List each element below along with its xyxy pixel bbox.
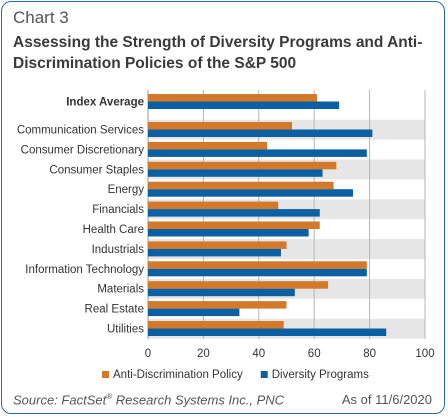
chart-number-label: Chart 3 bbox=[13, 8, 69, 27]
category-label-communication-services: Communication Services bbox=[17, 125, 144, 137]
as-of-date: As of 11/6/2020 bbox=[341, 392, 432, 407]
bar-real-estate-anti-discrimination-policy bbox=[148, 301, 287, 309]
bar-health-care-anti-discrimination-policy bbox=[148, 221, 320, 229]
x-tick-label-80: 80 bbox=[363, 348, 376, 360]
category-label-financials: Financials bbox=[92, 204, 144, 216]
bar-information-technology-diversity-programs bbox=[148, 268, 367, 277]
bar-industrials-diversity-programs bbox=[148, 248, 281, 257]
legend: Anti-Discrimination Policy Diversity Prog… bbox=[102, 369, 369, 381]
bar-consumer-staples-diversity-programs bbox=[148, 169, 323, 177]
x-tick-label-40: 40 bbox=[252, 348, 265, 360]
bar-energy-anti-discrimination-policy bbox=[148, 181, 334, 190]
bar-index-average-diversity-programs bbox=[148, 101, 340, 109]
bar-communication-services-diversity-programs bbox=[148, 129, 373, 137]
source-note: Source: FactSet® Research Systems Inc., … bbox=[13, 392, 284, 407]
legend-swatch-anti-discrimination-policy bbox=[102, 371, 109, 378]
x-tick-label-0: 0 bbox=[145, 348, 151, 360]
legend-label-anti-discrimination-policy: Anti-Discrimination Policy bbox=[113, 369, 243, 381]
bar-consumer-staples-anti-discrimination-policy bbox=[148, 161, 337, 170]
category-label-information-technology: Information Technology bbox=[25, 264, 144, 276]
source-suffix: Research Systems Inc., PNC bbox=[112, 392, 285, 408]
x-tick-label-60: 60 bbox=[308, 348, 321, 360]
bar-information-technology-anti-discrimination-policy bbox=[148, 261, 367, 269]
bar-real-estate-diversity-programs bbox=[148, 308, 240, 317]
bar-consumer-discretionary-anti-discrimination-policy bbox=[148, 141, 268, 150]
bar-financials-diversity-programs bbox=[148, 209, 320, 217]
x-tick-label-100: 100 bbox=[415, 348, 434, 360]
category-label-consumer-discretionary: Consumer Discretionary bbox=[21, 144, 145, 156]
category-label-index-average: Index Average bbox=[66, 97, 144, 109]
chart-title: Assessing the Strength of Diversity Prog… bbox=[13, 34, 423, 72]
category-label-consumer-staples: Consumer Staples bbox=[49, 164, 144, 176]
category-label-health-care: Health Care bbox=[83, 224, 144, 236]
category-label-materials: Materials bbox=[97, 284, 144, 296]
category-label-industrials: Industrials bbox=[92, 244, 145, 256]
bar-communication-services-anti-discrimination-policy bbox=[148, 122, 293, 130]
bar-chart: Index Average Communication Services Consu… bbox=[17, 90, 435, 381]
legend-swatch-diversity-programs bbox=[260, 371, 268, 378]
bar-health-care-diversity-programs bbox=[148, 229, 309, 237]
bar-energy-diversity-programs bbox=[148, 189, 353, 197]
bar-index-average-anti-discrimination-policy bbox=[148, 94, 317, 102]
bar-utilities-diversity-programs bbox=[148, 328, 387, 336]
bar-materials-anti-discrimination-policy bbox=[148, 281, 329, 289]
bar-utilities-anti-discrimination-policy bbox=[148, 321, 284, 329]
registered-mark: ® bbox=[106, 392, 113, 401]
x-axis-ticks: 0 20 40 60 80 100 bbox=[145, 348, 435, 360]
bar-financials-anti-discrimination-policy bbox=[148, 201, 279, 210]
source-prefix: Source: FactSet bbox=[13, 392, 107, 408]
bar-consumer-discretionary-diversity-programs bbox=[148, 149, 367, 157]
bars bbox=[148, 94, 387, 336]
category-label-utilities: Utilities bbox=[107, 324, 144, 336]
bar-materials-diversity-programs bbox=[148, 288, 295, 297]
bar-industrials-anti-discrimination-policy bbox=[148, 241, 287, 249]
category-labels: Index Average Communication Services Consu… bbox=[17, 97, 144, 336]
legend-label-diversity-programs: Diversity Programs bbox=[272, 369, 369, 381]
category-label-energy: Energy bbox=[108, 184, 145, 196]
x-tick-label-20: 20 bbox=[197, 348, 210, 360]
category-label-real-estate: Real Estate bbox=[85, 304, 144, 316]
